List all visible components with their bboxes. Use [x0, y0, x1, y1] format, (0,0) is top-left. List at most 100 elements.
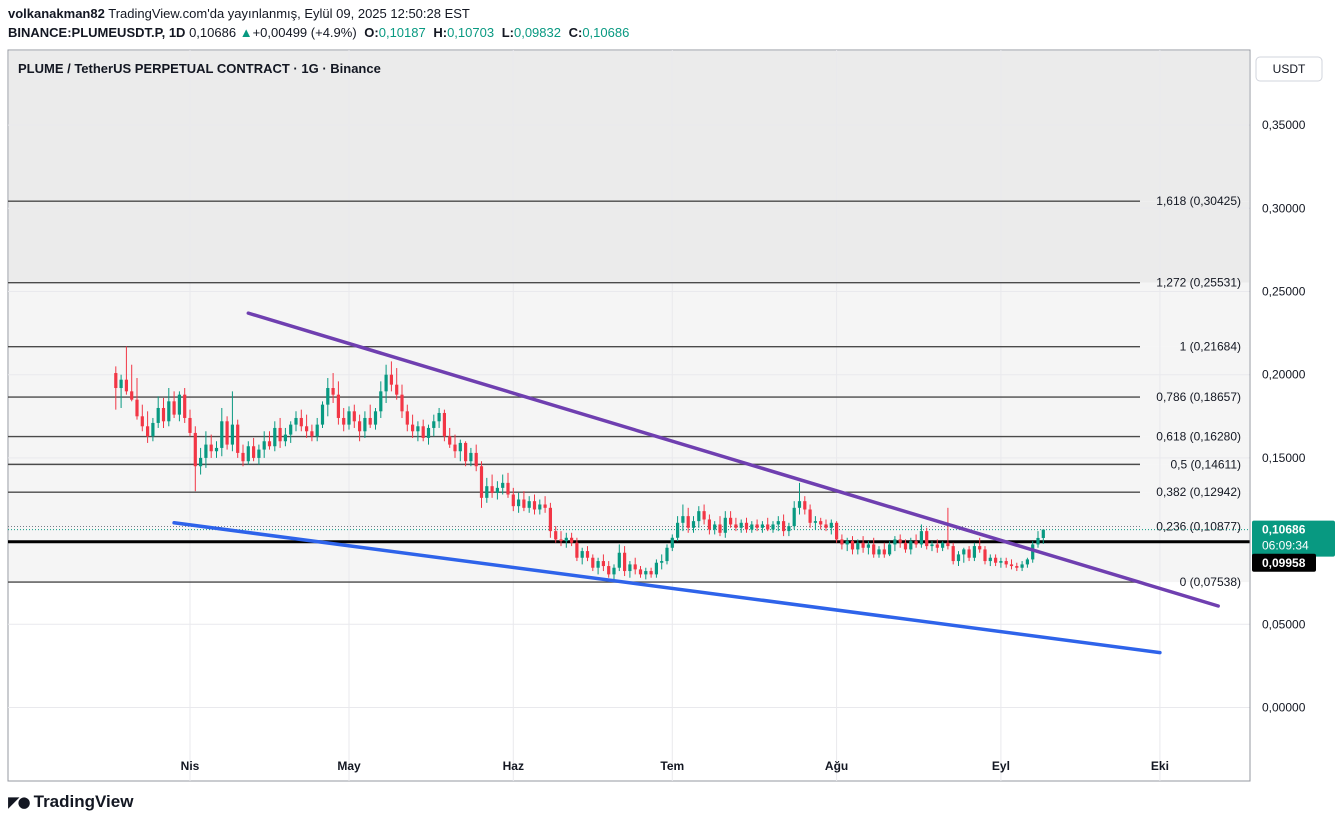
candle-body	[236, 424, 240, 453]
candle-body	[988, 557, 992, 562]
candle-body	[803, 501, 807, 510]
candle-body	[289, 424, 293, 435]
candle-body	[660, 561, 664, 563]
high-value: 0,10703	[447, 25, 495, 40]
candle-body	[739, 522, 743, 528]
candle-body	[591, 557, 595, 568]
close-label: C:	[568, 25, 583, 40]
candle-body	[193, 432, 197, 467]
candle-body	[654, 562, 658, 575]
candle-body	[1036, 537, 1040, 545]
candle-body	[479, 466, 484, 498]
candle-body	[299, 417, 303, 427]
candle-body	[230, 424, 234, 445]
brand-name: TradingView	[33, 792, 134, 811]
candle-body	[352, 411, 356, 422]
candle-body	[570, 537, 574, 543]
candle-body	[707, 519, 711, 530]
candle-body	[437, 412, 441, 422]
candle-body	[808, 509, 812, 523]
candle-body	[850, 541, 855, 550]
open-value: 0,10187	[378, 25, 426, 40]
candle-body	[183, 394, 187, 418]
candle-body	[623, 552, 627, 572]
candle-body	[856, 542, 860, 550]
candle-body	[559, 539, 563, 542]
candle-body	[644, 571, 648, 575]
y-tick-label: 0,05000	[1262, 617, 1306, 631]
candle-body	[607, 566, 611, 575]
horizontal-line-tag-label: 0,09958	[1262, 556, 1306, 570]
tradingview-brand[interactable]: ◤● TradingView	[8, 792, 133, 812]
candle-body	[140, 416, 144, 427]
candle-body	[665, 547, 669, 562]
candle-body	[474, 452, 478, 467]
trendline-lower	[172, 521, 1162, 655]
candle-body	[548, 507, 552, 532]
candle-body	[204, 444, 208, 458]
candle-body	[283, 434, 287, 442]
fib-label: 1 (0,21684)	[1180, 340, 1241, 354]
candle-body	[426, 427, 431, 438]
fib-label: 0,236 (0,10877)	[1156, 520, 1241, 534]
tradingview-logo-icon: ◤●	[8, 793, 31, 811]
candle-body	[829, 522, 833, 528]
x-tick-label: Ağu	[825, 759, 848, 773]
candle-body	[729, 517, 733, 525]
currency-button[interactable]: USDT	[1255, 56, 1323, 82]
candle-body	[601, 561, 605, 567]
low-label: L:	[501, 25, 514, 40]
candle-body	[978, 546, 982, 550]
x-tick-label: Haz	[503, 759, 524, 773]
fib-label: 1,618 (0,30425)	[1156, 194, 1241, 208]
symbol-label[interactable]: BINANCE:PLUMEUSDT.P, 1D	[8, 25, 186, 40]
candle-body	[464, 442, 468, 462]
candle-body	[1041, 529, 1045, 538]
candle-body	[734, 524, 738, 528]
fib-label: 0,618 (0,16280)	[1156, 430, 1241, 444]
fib-label: 0,786 (0,18657)	[1156, 390, 1241, 404]
candle-body	[951, 546, 955, 562]
candle-body	[681, 516, 685, 523]
candle-body	[962, 549, 966, 555]
candle-body	[999, 561, 1003, 563]
trendline-upper	[246, 311, 1220, 608]
candle-body	[575, 542, 579, 558]
candle-body	[797, 501, 802, 508]
candle-body	[612, 567, 616, 575]
fib-label: 0,5 (0,14611)	[1171, 457, 1242, 471]
candle-body	[1009, 564, 1014, 567]
candle-body	[697, 511, 701, 522]
candle-body	[225, 421, 229, 445]
candle-body	[776, 521, 780, 525]
candle-body	[893, 539, 897, 545]
candle-body	[638, 569, 643, 575]
candle-body	[199, 457, 203, 467]
candle-body	[723, 517, 727, 533]
fib-band	[9, 201, 1249, 283]
x-tick-label: Tem	[660, 759, 684, 773]
candle-body	[994, 557, 998, 563]
fib-label: 0,382 (0,12942)	[1156, 485, 1241, 499]
candle-body	[935, 544, 939, 548]
candle-body	[495, 487, 499, 493]
candle-body	[532, 501, 537, 510]
ohlc-legend: BINANCE:PLUMEUSDT.P, 1D 0,10686 ▲+0,0049…	[8, 25, 629, 40]
candle-body	[538, 504, 542, 510]
x-tick-label: Eyl	[992, 759, 1010, 773]
candle-body	[585, 551, 590, 558]
candle-body	[124, 379, 128, 392]
candle-body	[172, 401, 176, 415]
x-tick-label: May	[337, 759, 361, 773]
low-value: 0,09832	[513, 25, 561, 40]
author-name[interactable]: volkanakman82	[8, 6, 105, 21]
candle-body	[453, 444, 457, 452]
triangle-up-icon: ▲	[239, 25, 253, 40]
candle-body	[787, 526, 791, 532]
candle-body	[628, 564, 632, 572]
candle-body	[813, 521, 817, 523]
candle-body	[188, 417, 192, 433]
candle-body	[956, 554, 961, 562]
y-tick-label: 0,25000	[1262, 285, 1306, 299]
